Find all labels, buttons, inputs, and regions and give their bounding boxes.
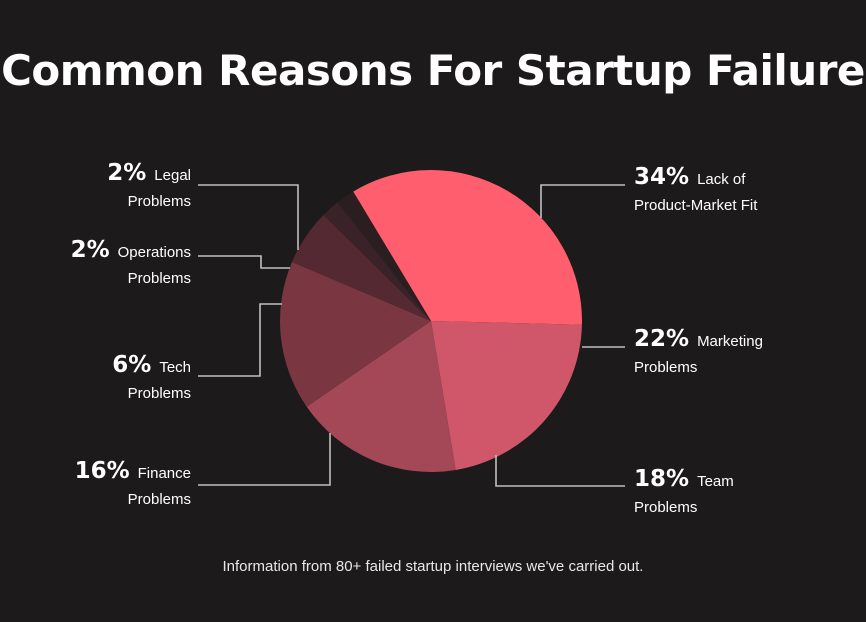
leader-lack-of-pmf — [540, 184, 625, 218]
slice-lack-of-pmf — [353, 170, 582, 325]
slice-finance — [280, 262, 431, 407]
slice-label-line2: Problems — [127, 270, 191, 287]
slice-percent: 22% — [634, 326, 690, 352]
slice-label-line1: Tech — [159, 359, 191, 376]
slice-tech — [292, 214, 431, 321]
label-lack-of-pmf: 34% Lack of Product-Market Fit — [634, 164, 757, 219]
slice-legal — [337, 191, 431, 321]
slice-label-line1: Team — [697, 473, 734, 490]
slice-label-line1: Finance — [137, 465, 191, 482]
slice-label-line1: Marketing — [697, 333, 763, 350]
slice-label-line2: Problems — [634, 499, 698, 516]
chart-title: Common Reasons For Startup Failure — [1, 46, 865, 95]
leader-finance — [198, 433, 331, 486]
slice-percent: 34% — [634, 164, 690, 190]
leader-tech — [198, 303, 282, 377]
label-legal: 2% Legal Problems — [107, 160, 191, 215]
label-finance: 16% Finance Problems — [75, 458, 191, 513]
slice-percent: 18% — [634, 466, 690, 492]
chart-caption: Information from 80+ failed startup inte… — [222, 558, 644, 575]
slice-label-line2: Product-Market Fit — [634, 197, 758, 214]
leader-team — [495, 455, 625, 487]
slice-label-line2: Problems — [127, 193, 191, 210]
slice-marketing — [431, 321, 582, 470]
leader-legal — [198, 184, 299, 250]
label-tech: 6% Tech Problems — [112, 352, 191, 407]
slice-percent: 2% — [70, 237, 110, 263]
label-team: 18% Team Problems — [634, 466, 734, 521]
leader-operations — [198, 255, 290, 269]
slice-percent: 16% — [74, 458, 130, 484]
slice-label-line2: Problems — [127, 385, 191, 402]
slice-percent: 6% — [112, 352, 152, 378]
slice-label-line2: Problems — [634, 359, 698, 376]
label-operations: 2% Operations Problems — [71, 237, 191, 292]
slice-operations — [323, 202, 431, 321]
slice-label-line1: Legal — [154, 167, 191, 184]
slice-label-line1: Operations — [117, 244, 191, 261]
slice-team — [306, 321, 456, 472]
slice-label-line1: Lack of — [697, 171, 746, 188]
slice-label-line2: Problems — [127, 491, 191, 508]
slice-percent: 2% — [107, 160, 147, 186]
label-marketing: 22% Marketing Problems — [634, 326, 763, 381]
